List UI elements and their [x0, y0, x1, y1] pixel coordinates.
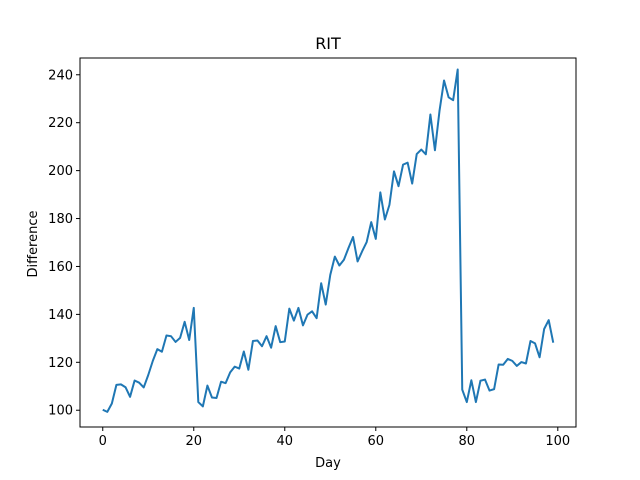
y-tick-label: 120	[48, 356, 73, 371]
x-tick-label: 80	[459, 434, 476, 449]
axes: 0 20 40 60 80 100 100 120 140 160 180 200 220 240	[48, 57, 577, 449]
y-tick-label: 100	[48, 404, 73, 419]
x-tick-label: 40	[276, 434, 293, 449]
x-tick-label: 60	[368, 434, 385, 449]
y-axis-label: Difference	[26, 210, 41, 277]
series-line-0	[102, 68, 555, 413]
axes-frame	[79, 57, 577, 428]
y-tick-label: 140	[48, 308, 73, 323]
y-tick-label: 160	[48, 260, 73, 275]
plot-area	[102, 68, 555, 413]
x-axis-label: Day	[315, 456, 341, 471]
y-tick-label: 220	[48, 116, 73, 131]
x-tick-label: 0	[99, 434, 107, 449]
x-tick-label: 20	[185, 434, 202, 449]
y-tick-label: 180	[48, 212, 73, 227]
y-tick-label: 240	[48, 68, 73, 83]
chart-title: RIT	[315, 34, 341, 53]
y-tick-label: 200	[48, 164, 73, 179]
x-tick-label: 100	[545, 434, 570, 449]
